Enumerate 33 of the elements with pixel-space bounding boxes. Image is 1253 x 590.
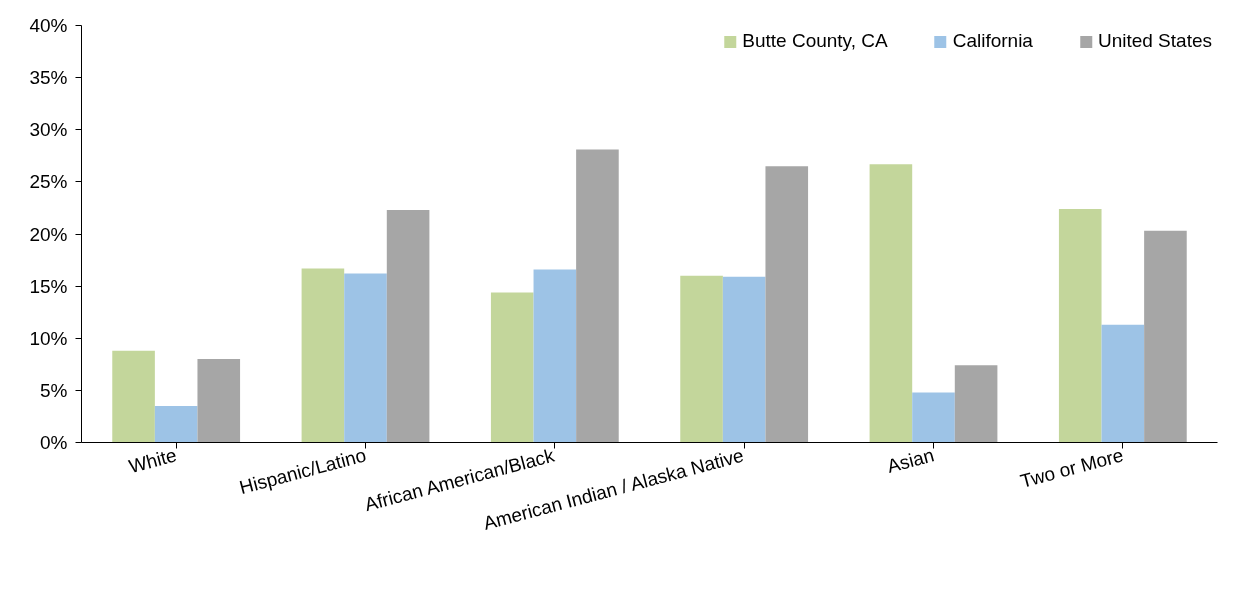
y-tick-label: 30% <box>29 119 68 141</box>
bar <box>533 269 577 443</box>
bar <box>1058 208 1102 443</box>
y-tick-label: 15% <box>29 275 68 297</box>
bar <box>112 350 155 443</box>
legend-label: United States <box>1097 30 1212 52</box>
bar <box>1101 324 1145 443</box>
legend-label: Butte County, CA <box>742 30 888 52</box>
x-tick-label: Asian <box>884 444 937 477</box>
y-tick-label: 20% <box>29 223 68 245</box>
y-tick-label: 0% <box>40 432 68 453</box>
y-tick-label: 10% <box>29 327 68 349</box>
bar <box>912 392 955 443</box>
bar <box>954 365 998 443</box>
y-tick-label: 40% <box>29 15 68 36</box>
bar <box>154 406 198 443</box>
bar <box>680 275 723 443</box>
x-tick-label: Two or More <box>1018 444 1126 492</box>
y-tick-label: 5% <box>40 379 68 401</box>
bar <box>386 210 430 443</box>
bar <box>301 268 345 443</box>
bar <box>490 292 534 443</box>
legend-label: California <box>952 30 1033 52</box>
y-tick-label: 35% <box>29 67 68 89</box>
y-tick-label: 25% <box>29 171 68 193</box>
bar <box>344 273 387 443</box>
bar <box>576 149 619 443</box>
bar <box>765 166 809 443</box>
bar <box>197 359 241 443</box>
bar <box>1144 230 1187 443</box>
bar <box>722 276 766 443</box>
bar <box>869 164 913 443</box>
x-tick-label: White <box>126 444 179 478</box>
